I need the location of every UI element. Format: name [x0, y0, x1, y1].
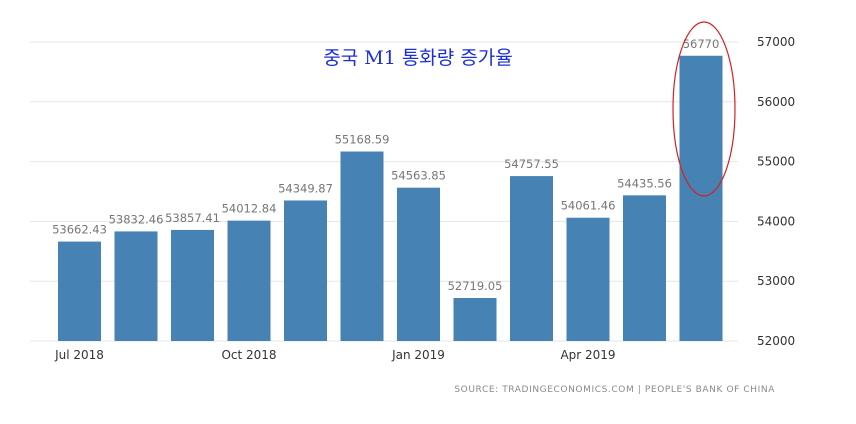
bar-value-label: 52719.05	[448, 279, 503, 293]
x-tick-label: Jul 2018	[54, 348, 104, 362]
bar	[227, 220, 271, 341]
bar-value-label: 54012.84	[222, 202, 277, 216]
y-tick-label: 55000	[757, 155, 795, 169]
bar-value-label: 53832.46	[109, 212, 164, 226]
bar-value-label: 54349.87	[278, 181, 333, 195]
x-tick-label: Oct 2018	[221, 348, 276, 362]
highlight-annotation	[672, 21, 736, 197]
bar-value-label: 53857.41	[165, 211, 220, 225]
bar-value-label: 54757.55	[504, 157, 559, 171]
bar	[453, 298, 497, 341]
y-tick-label: 57000	[757, 35, 795, 49]
bar	[623, 195, 666, 341]
bar-value-label: 54061.46	[561, 199, 616, 213]
bar	[171, 229, 214, 341]
bar-value-label: 54435.56	[617, 176, 672, 190]
bar	[679, 55, 723, 342]
chart-title: 중국 M1 통화량 증가율	[323, 47, 513, 69]
bars	[58, 55, 723, 342]
x-tick-label: Apr 2019	[560, 348, 615, 362]
bar-value-label: 53662.43	[52, 223, 107, 237]
bar	[510, 176, 553, 341]
bar	[114, 231, 158, 341]
y-tick-label: 52000	[757, 334, 795, 348]
x-axis: Jul 2018 Oct 2018 Jan 2019 Apr 2019	[54, 348, 615, 362]
y-axis: 52000 53000 54000 55000 56000 57000	[757, 35, 795, 348]
y-tick-label: 54000	[757, 214, 795, 228]
bar	[58, 241, 101, 341]
chart-source: SOURCE: TRADINGECONOMICS.COM | PEOPLE'S …	[454, 385, 775, 395]
x-tick-label: Jan 2019	[391, 348, 445, 362]
bar-value-label: 56770	[683, 37, 720, 51]
y-tick-label: 53000	[757, 274, 795, 288]
bar	[340, 151, 384, 341]
highlight-ellipse	[672, 21, 736, 197]
y-tick-label: 56000	[757, 95, 795, 109]
bar	[397, 187, 440, 341]
bar	[566, 217, 610, 341]
bar-value-label: 54563.85	[391, 169, 446, 183]
bar	[284, 200, 327, 341]
bar-value-label: 55168.59	[335, 133, 390, 147]
